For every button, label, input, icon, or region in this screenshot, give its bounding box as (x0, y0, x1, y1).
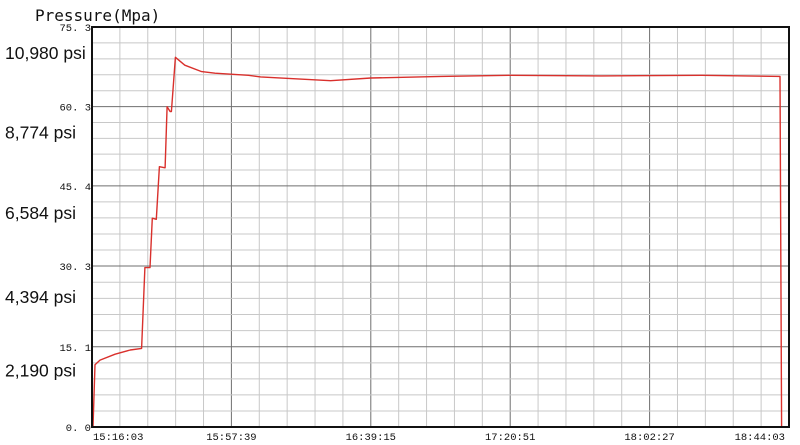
y-tick-labels: 0. 0 15. 1 30. 3 45. 4 60. 3 75. 3 (59, 23, 91, 435)
y-tick-label: 30. 3 (59, 262, 91, 274)
psi-annotation: 8,774 psi (5, 123, 76, 143)
x-tick-label: 17:20:51 (485, 432, 535, 444)
x-tick-label: 15:57:39 (206, 432, 256, 444)
x-tick-label: 18:02:27 (624, 432, 674, 444)
plot-border (91, 26, 790, 428)
psi-annotation: 4,394 psi (5, 287, 76, 307)
x-tick-label: 16:39:15 (346, 432, 396, 444)
psi-annotation: 10,980 psi (5, 43, 86, 63)
psi-annotation: 2,190 psi (5, 361, 76, 381)
y-tick-label: 45. 4 (59, 182, 91, 194)
y-tick-label: 0. 0 (66, 423, 91, 435)
y-tick-label: 60. 3 (59, 103, 91, 115)
psi-annotations: 10,980 psi 8,774 psi 6,584 psi 4,394 psi 2,1… (5, 43, 86, 381)
grid (91, 27, 790, 428)
x-tick-labels: 15:16:03 15:57:39 16:39:15 17:20:51 18:02:27… (93, 432, 785, 444)
x-tick-label: 18:44:03 (735, 432, 785, 444)
y-tick-label: 15. 1 (59, 343, 91, 355)
pressure-series-line (92, 56, 783, 428)
psi-annotation: 6,584 psi (5, 203, 76, 223)
y-tick-label: 75. 3 (59, 23, 91, 35)
chart-title: Pressure(Mpa) (35, 6, 160, 25)
x-tick-label: 15:16:03 (93, 432, 143, 444)
